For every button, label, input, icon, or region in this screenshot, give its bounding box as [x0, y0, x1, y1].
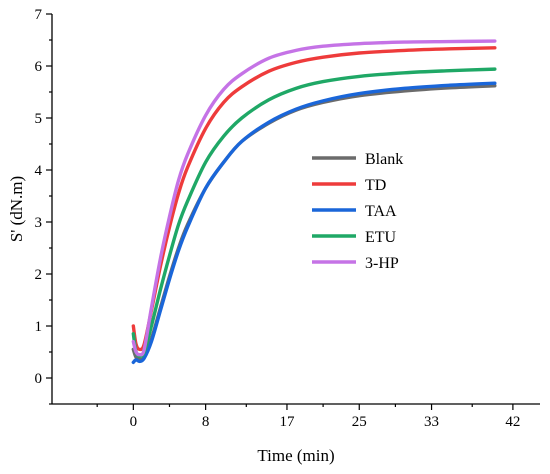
legend-label-taa: TAA — [365, 203, 397, 220]
legend-label-3-hp: 3-HP — [365, 255, 399, 272]
y-tick-label: 7 — [35, 7, 43, 23]
x-tick-label: 0 — [130, 414, 138, 430]
y-axis-title: S' (dN.m) — [7, 176, 26, 242]
y-tick-label: 3 — [35, 215, 43, 231]
y-tick-label: 1 — [35, 319, 43, 335]
y-tick-label: 6 — [35, 59, 43, 75]
x-tick-label: 17 — [279, 414, 295, 430]
series-lines — [131, 39, 497, 365]
series-line-taa — [131, 81, 497, 365]
series-line-blank — [131, 84, 497, 362]
x-tick-label: 33 — [424, 414, 439, 430]
axes: 0 1 2 3 4 5 6 7 0 8 17 25 33 42 — [35, 7, 540, 430]
x-tick-label: 25 — [352, 414, 367, 430]
x-tick-label: 8 — [202, 414, 210, 430]
y-tick-label: 0 — [35, 371, 43, 387]
x-axis-title: Time (min) — [257, 446, 334, 465]
series-line-3-hp — [131, 39, 497, 357]
legend-label-td: TD — [365, 177, 386, 194]
y-tick-label: 5 — [35, 111, 43, 127]
legend-label-blank: Blank — [365, 151, 403, 168]
legend-label-etu: ETU — [365, 229, 397, 246]
y-tick-label: 4 — [35, 163, 43, 179]
y-tick-label: 2 — [35, 267, 43, 283]
legend: Blank TD TAA ETU 3-HP — [312, 151, 403, 272]
series-line-etu — [131, 67, 497, 358]
x-tick-label: 42 — [505, 414, 520, 430]
